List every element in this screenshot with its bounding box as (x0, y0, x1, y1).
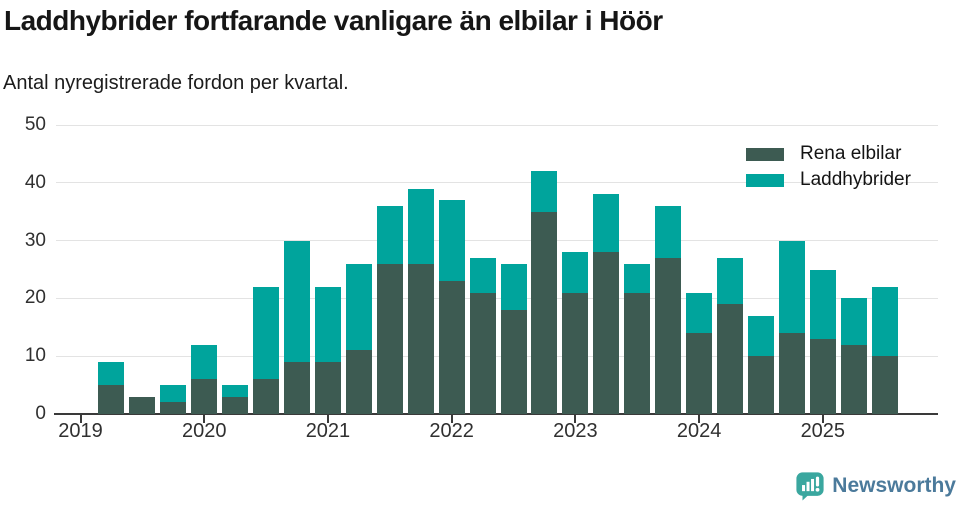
bar-elbilar-2024-q2 (717, 304, 744, 414)
bar-elbilar-2024-q3 (747, 356, 774, 414)
y-axis-tick-label-20: 20 (24, 287, 46, 309)
bar-elbilar-2022-q3 (500, 309, 527, 414)
x-axis-tick-2022 (450, 415, 453, 423)
bar-laddhybrider-2023-q1 (562, 252, 589, 293)
bar-laddhybrider-2021-q1 (314, 286, 341, 362)
gridline-y-50 (56, 124, 938, 126)
bar-elbilar-2019-q4 (160, 402, 187, 414)
bar-elbilar-2019-q2 (98, 385, 125, 414)
y-axis-tick-label-40: 40 (24, 171, 46, 193)
bar-elbilar-2025-q1 (809, 338, 836, 414)
bar-laddhybrider-2022-q1 (438, 200, 465, 282)
bar-laddhybrider-2023-q4 (655, 205, 682, 258)
x-axis-tick-2021 (326, 415, 329, 423)
x-axis-line (54, 413, 938, 415)
bar-elbilar-2022-q1 (438, 281, 465, 414)
bar-laddhybrider-2023-q2 (593, 194, 620, 253)
bar-elbilar-2025-q3 (871, 356, 898, 414)
bar-laddhybrider-2021-q3 (376, 205, 403, 264)
x-axis-tick-2024 (698, 415, 701, 423)
chart-title: Laddhybrider fortfarande vanligare än el… (4, 5, 663, 36)
bar-elbilar-2023-q4 (655, 257, 682, 414)
legend-item-1: Laddhybrider (746, 167, 911, 193)
bar-elbilar-2023-q2 (593, 252, 620, 414)
bar-laddhybrider-2022-q4 (531, 171, 558, 212)
legend-label-1: Laddhybrider (800, 169, 911, 190)
bar-elbilar-2021-q1 (314, 361, 341, 414)
gridline-y-20 (56, 297, 938, 299)
legend: Rena elbilar Laddhybrider (746, 141, 911, 193)
bar-laddhybrider-2023-q3 (624, 263, 651, 293)
bar-laddhybrider-2021-q2 (345, 263, 372, 351)
brand-footer: Newsworthy (795, 471, 956, 501)
bar-elbilar-2024-q4 (778, 333, 805, 414)
bar-laddhybrider-2022-q2 (469, 257, 496, 293)
legend-swatch-1 (746, 173, 784, 187)
x-axis-tick-2019 (79, 415, 82, 423)
bar-elbilar-2019-q3 (129, 396, 156, 414)
legend-item-0: Rena elbilar (746, 141, 911, 167)
bar-laddhybrider-2025-q2 (840, 298, 867, 345)
x-axis-tick-label-2025: 2025 (800, 420, 846, 442)
gridline-y-30 (56, 240, 938, 242)
bar-laddhybrider-2025-q3 (871, 286, 898, 357)
bar-laddhybrider-2024-q3 (747, 315, 774, 357)
bar-laddhybrider-2022-q3 (500, 263, 527, 310)
bar-laddhybrider-2024-q2 (717, 257, 744, 305)
legend-swatch-0 (746, 147, 784, 161)
x-axis-tick-label-2023: 2023 (553, 420, 598, 442)
bar-elbilar-2020-q4 (284, 361, 310, 414)
y-axis-tick-label-50: 50 (24, 114, 46, 135)
bar-laddhybrider-2025-q1 (809, 269, 836, 339)
brand-name: Newsworthy (832, 474, 956, 497)
x-axis-tick-2020 (203, 415, 206, 423)
bar-elbilar-2021-q2 (345, 350, 372, 414)
bar-elbilar-2021-q4 (407, 263, 434, 414)
x-axis-tick-label-2019: 2019 (58, 420, 103, 442)
x-axis-tick-label-2024: 2024 (676, 420, 722, 442)
y-axis-tick-label-10: 10 (24, 345, 46, 367)
bar-elbilar-2022-q4 (531, 211, 558, 414)
gridline-y-10 (56, 355, 938, 357)
x-axis-tick-label-2022: 2022 (429, 420, 474, 442)
bar-laddhybrider-2019-q2 (98, 362, 125, 386)
newsworthy-logo-icon (795, 471, 825, 501)
bar-laddhybrider-2024-q1 (686, 292, 713, 334)
bar-elbilar-2021-q3 (376, 263, 403, 414)
x-axis-tick-2025 (821, 415, 824, 423)
bar-laddhybrider-2020-q3 (253, 286, 280, 380)
y-axis-tick-label-30: 30 (24, 229, 46, 251)
bar-laddhybrider-2020-q2 (222, 385, 249, 397)
bar-elbilar-2024-q1 (686, 333, 713, 414)
bar-elbilar-2020-q2 (222, 396, 249, 414)
x-axis-tick-label-2020: 2020 (181, 420, 227, 442)
gridline-y-40 (56, 182, 938, 184)
x-axis-tick-2023 (574, 415, 577, 423)
bar-laddhybrider-2019-q4 (160, 385, 187, 403)
bar-laddhybrider-2021-q4 (407, 188, 434, 264)
bar-elbilar-2020-q3 (253, 379, 280, 414)
bar-elbilar-2023-q3 (624, 292, 651, 414)
bar-laddhybrider-2024-q4 (778, 240, 805, 334)
chart-subtitle: Antal nyregistrerade fordon per kvartal. (3, 72, 349, 94)
legend-label-0: Rena elbilar (800, 143, 902, 164)
x-axis-tick-label-2021: 2021 (305, 420, 351, 442)
bar-elbilar-2023-q1 (562, 292, 589, 414)
bar-elbilar-2020-q1 (191, 379, 218, 414)
bar-elbilar-2025-q2 (840, 344, 867, 414)
bar-laddhybrider-2020-q4 (284, 240, 310, 362)
bar-elbilar-2022-q2 (469, 292, 496, 414)
plot-area (56, 124, 938, 414)
y-axis-tick-label-0: 0 (35, 403, 46, 424)
bar-laddhybrider-2020-q1 (191, 344, 218, 380)
